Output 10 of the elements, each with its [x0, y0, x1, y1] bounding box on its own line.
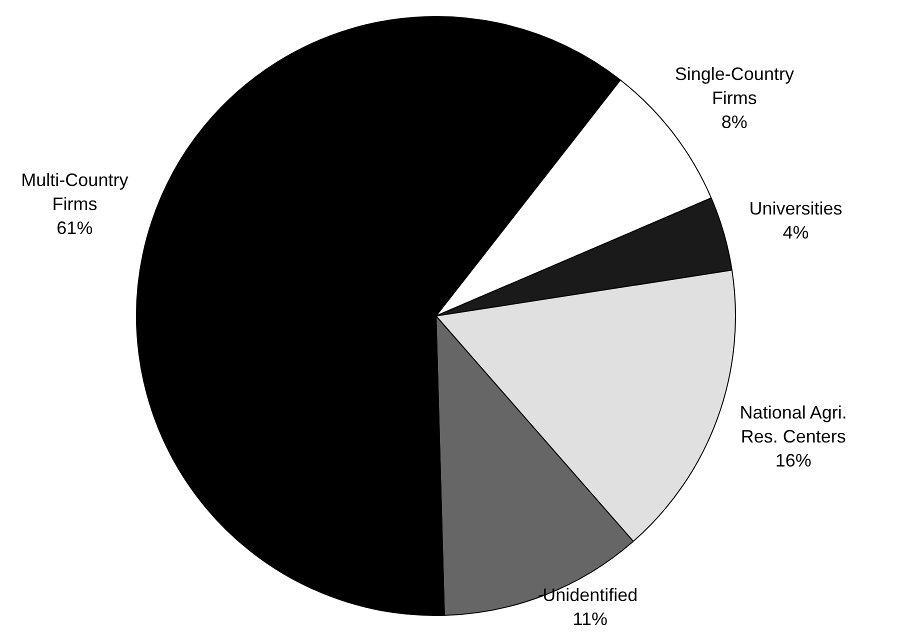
data-label: 16%: [775, 450, 812, 471]
data-label: 4%: [782, 222, 809, 242]
slice-label: Unidentified: [542, 584, 638, 605]
data-label: 8%: [721, 112, 748, 132]
slice-label: Multi-Country Firms: [21, 170, 128, 214]
data-label: 61%: [56, 218, 93, 238]
slice-label: Single-Country Firms: [674, 64, 794, 108]
slice-label: National Agri. Res. Centers: [740, 402, 847, 447]
data-label: 11%: [572, 608, 608, 629]
slice-label: Universities: [749, 198, 842, 218]
